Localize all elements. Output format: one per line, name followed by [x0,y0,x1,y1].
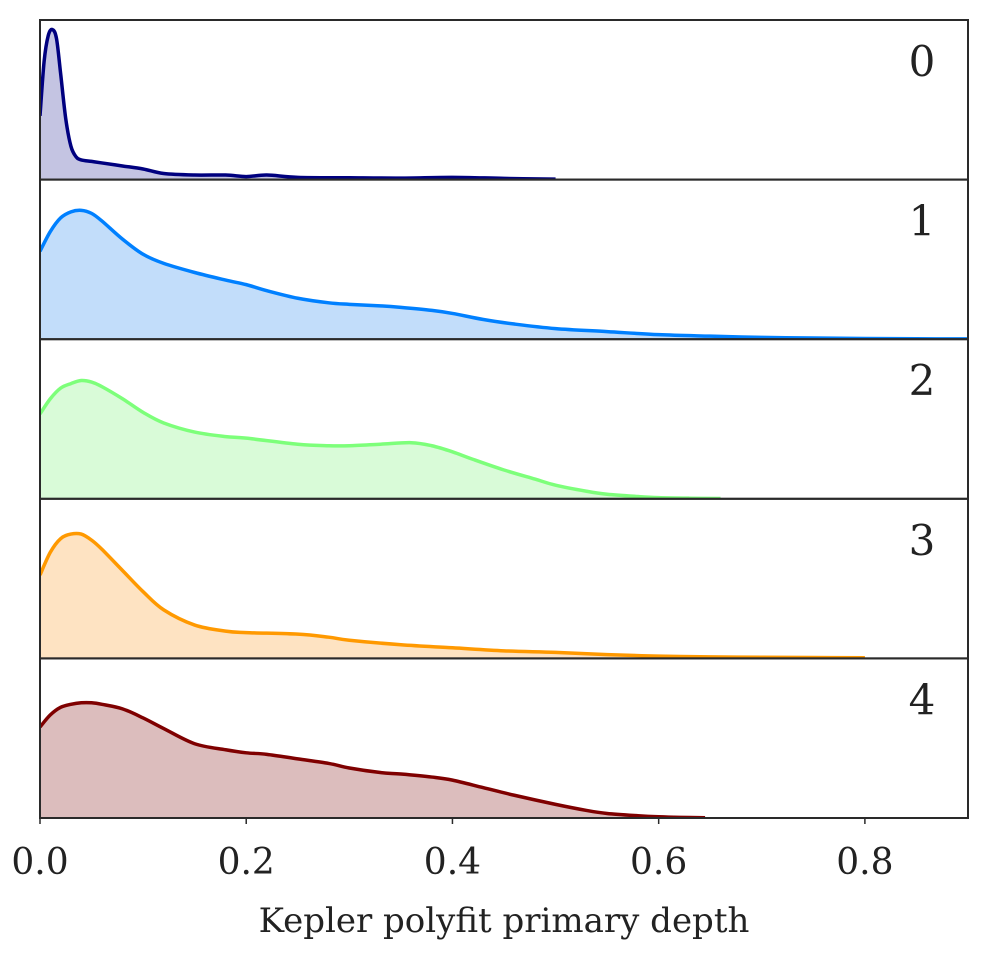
x-tick-label: 0.2 [218,842,275,883]
density-line-1 [40,208,968,340]
density-line-4 [40,700,706,819]
panel-4: 4 [39,657,969,820]
panel-label-4: 4 [909,675,936,724]
density-area-1 [40,210,968,340]
panel-frame-0 [39,19,969,181]
density-area-3 [40,533,865,659]
panel-frame-4 [39,657,969,820]
x-axis: 0.0 0.2 0.4 0.6 0.8 [11,818,894,883]
density-line-2 [40,378,721,499]
density-area-2 [40,380,721,499]
panel-label-1: 1 [909,197,936,246]
x-tick-label: 0.6 [630,842,687,883]
panel-label-3: 3 [909,516,936,565]
density-area-0 [40,29,556,180]
x-tick-label: 0.8 [836,842,893,883]
panel-0: 0 [39,19,969,181]
panel-label-0: 0 [909,37,936,86]
panel-1: 1 [39,178,969,341]
density-line-0 [40,27,556,180]
x-tick-label: 0.0 [11,842,68,883]
x-tick-label: 0.4 [424,842,481,883]
panel-3: 3 [39,497,969,660]
panel-label-2: 2 [909,356,936,405]
panels-group: 0 1 2 3 4 [39,19,969,820]
density-line-3 [40,531,865,659]
x-axis-title: Kepler polyfit primary depth [259,901,750,941]
panel-2: 2 [39,338,969,500]
density-area-4 [40,702,706,818]
